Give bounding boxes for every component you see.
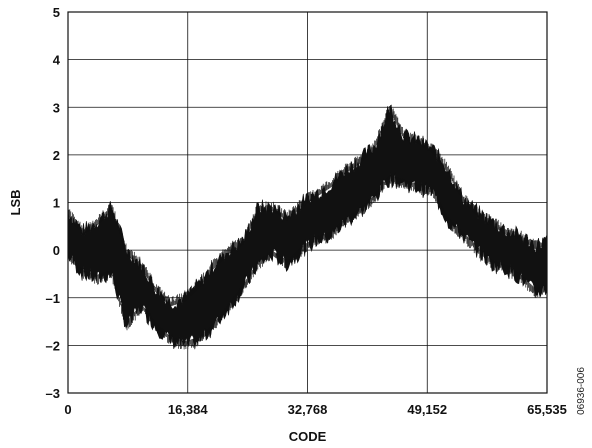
y-tick-label: 1 (53, 196, 60, 211)
y-tick-label: –3 (46, 386, 60, 401)
y-tick-label: –1 (46, 291, 60, 306)
y-tick-label: 2 (53, 148, 60, 163)
x-tick-label: 0 (64, 402, 71, 417)
y-tick-label: –2 (46, 338, 60, 353)
x-tick-label: 49,152 (407, 402, 447, 417)
x-axis-title: CODE (289, 429, 327, 444)
plot-frame (67, 11, 548, 394)
y-tick-label: 4 (53, 53, 61, 68)
figure-id: 06936-006 (576, 367, 587, 415)
x-tick-label: 32,768 (288, 402, 328, 417)
x-tick-label: 65,535 (527, 402, 567, 417)
y-tick-label: 5 (53, 5, 60, 20)
x-tick-label: 16,384 (168, 402, 209, 417)
y-tick-label: 3 (53, 100, 60, 115)
y-axis-title: LSB (8, 190, 23, 216)
y-tick-label: 0 (53, 243, 60, 258)
tick-labels: –3 –2 –1 0 1 2 3 4 5 0 16,384 32,768 49,152 65,535 (46, 5, 567, 417)
